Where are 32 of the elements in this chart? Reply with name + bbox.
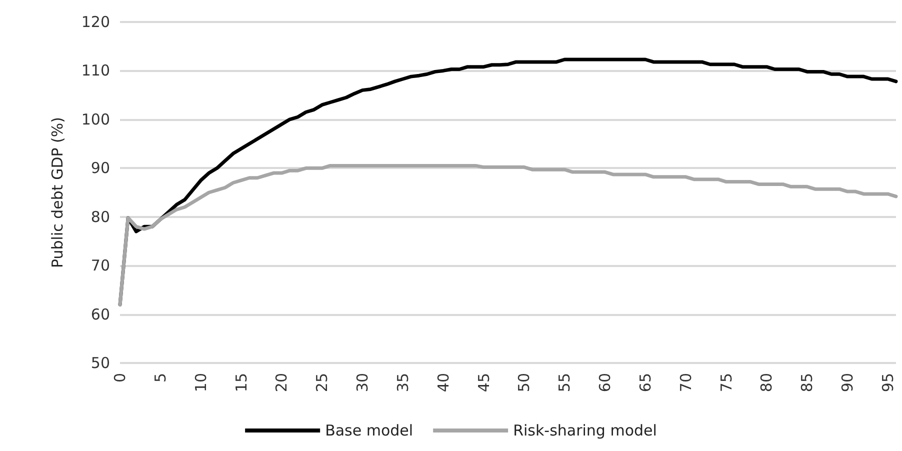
x-tick-label: 40 xyxy=(434,373,452,392)
x-tick-label: 25 xyxy=(313,373,332,392)
line-series xyxy=(118,164,898,306)
x-tick-label: 80 xyxy=(758,373,776,392)
x-tick-label: 30 xyxy=(354,373,372,392)
x-tick-label: 95 xyxy=(878,373,897,392)
x-tick-label: 50 xyxy=(515,373,534,392)
x-tick-label: 5 xyxy=(151,373,170,383)
x-tick-label: 0 xyxy=(111,373,129,383)
y-tick-label: 80 xyxy=(90,208,110,226)
x-tick-label: 55 xyxy=(556,373,574,392)
x-tick-label: 85 xyxy=(798,373,816,392)
x-tick-label: 15 xyxy=(232,373,250,392)
x-tick-label: 60 xyxy=(596,373,614,392)
x-tick-label: 70 xyxy=(676,373,695,392)
x-tick-label: 20 xyxy=(272,373,291,392)
y-axis-title: Public debt GDP (%) xyxy=(48,116,66,268)
y-tick-label: 50 xyxy=(90,354,110,372)
y-tick-label: 70 xyxy=(90,256,110,275)
x-tick-label: 65 xyxy=(636,373,654,392)
y-tick-label: 60 xyxy=(90,305,110,324)
y-tick-label: 120 xyxy=(81,13,110,31)
legend-label: Risk-sharing model xyxy=(513,422,657,440)
x-tick-label: 45 xyxy=(474,373,493,392)
legend-label: Base model xyxy=(325,422,414,440)
y-tick-label: 100 xyxy=(81,110,110,128)
y-tick-label: 90 xyxy=(90,159,110,178)
x-tick-label: 35 xyxy=(394,373,412,392)
x-tick-label: 75 xyxy=(717,373,736,392)
x-tick-label: 10 xyxy=(192,373,210,392)
y-tick-label: 110 xyxy=(81,62,110,80)
x-tick-label: 90 xyxy=(838,373,856,392)
